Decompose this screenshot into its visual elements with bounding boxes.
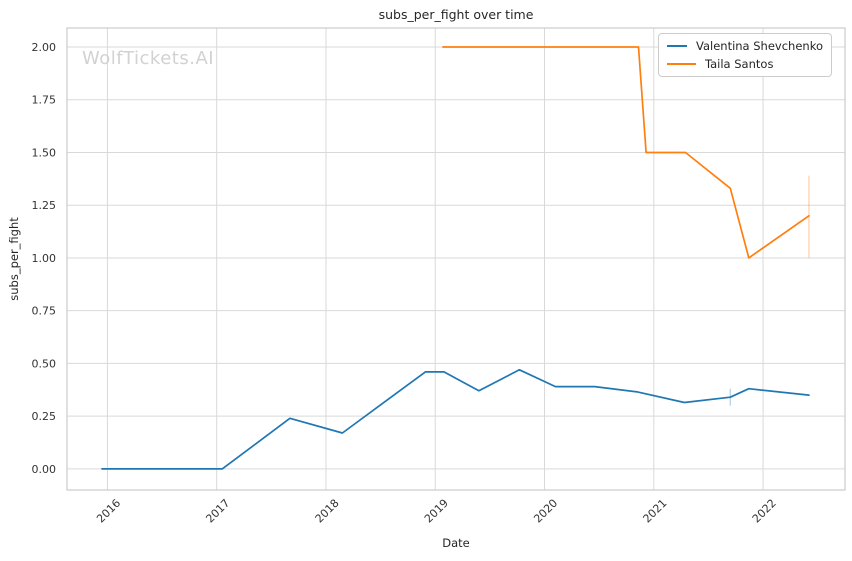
- y-tick-label: 0.25: [32, 410, 57, 423]
- watermark: WolfTickets.AI: [82, 48, 215, 69]
- y-tick-label: 1.25: [32, 199, 57, 212]
- y-tick-label: 0.50: [32, 357, 57, 370]
- series-line: [101, 368, 810, 470]
- legend: Valentina Shevchenko Taila Santos: [658, 33, 832, 77]
- legend-item-valentina-shevchenko: Valentina Shevchenko: [667, 39, 823, 53]
- legend-swatch-line-icon: [667, 45, 687, 47]
- chart-title: subs_per_fight over time: [378, 7, 534, 22]
- y-tick-label: 1.00: [32, 252, 57, 265]
- x-tick-label: 2019: [422, 497, 451, 526]
- x-tick-label: 2016: [94, 497, 123, 526]
- legend-label: Taila Santos: [705, 57, 774, 71]
- legend-item-taila-santos: Taila Santos: [667, 57, 823, 71]
- plot-border: [66, 27, 846, 491]
- y-tick-label: 1.50: [32, 146, 57, 159]
- x-tick-label: 2021: [641, 497, 670, 526]
- y-tick-label: 2.00: [32, 41, 57, 54]
- legend-swatch-line-icon: [667, 63, 696, 65]
- y-tick-label: 1.75: [32, 94, 57, 107]
- y-tick-label: 0.75: [32, 305, 57, 318]
- x-tick-label: 2020: [531, 497, 560, 526]
- x-axis-label: Date: [442, 536, 470, 550]
- y-tick-label: 0.00: [32, 463, 57, 476]
- series-line: [442, 46, 810, 259]
- x-tick-label: 2018: [313, 497, 342, 526]
- x-tick-label: 2017: [203, 497, 232, 526]
- legend-label: Valentina Shevchenko: [695, 39, 823, 53]
- x-tick-label: 2022: [750, 497, 779, 526]
- y-axis-label: subs_per_fight: [7, 217, 21, 301]
